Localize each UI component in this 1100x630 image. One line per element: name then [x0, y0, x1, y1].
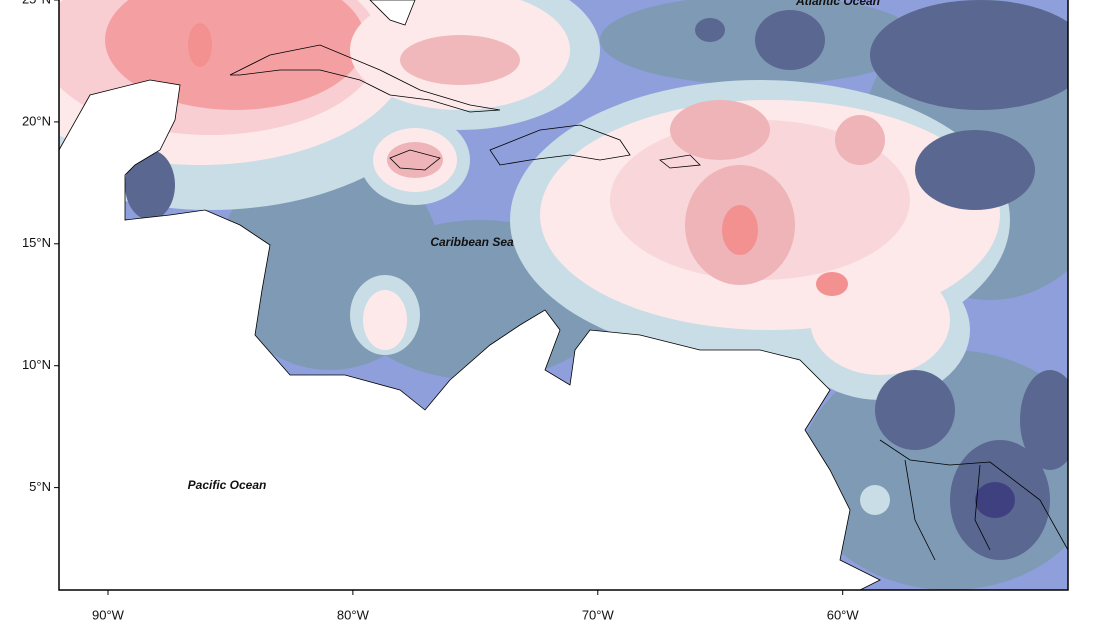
- y-tick-label: 10°N: [22, 357, 51, 372]
- map-frame: [58, 0, 1069, 591]
- y-tick-label: 15°N: [22, 235, 51, 250]
- x-tick-label: 60°W: [827, 607, 860, 622]
- y-tick-label: 20°N: [22, 113, 51, 128]
- y-tick-label: 5°N: [29, 479, 51, 494]
- place-label: Atlantic Ocean: [795, 0, 880, 8]
- y-tick-label: 25°N: [22, 0, 51, 6]
- x-tick-label: 90°W: [92, 607, 125, 622]
- place-label: Pacific Ocean: [188, 478, 267, 492]
- x-tick-label: 80°W: [337, 607, 370, 622]
- x-tick-label: 70°W: [582, 607, 615, 622]
- contour-field: [59, 0, 1068, 590]
- place-label: Caribbean Sea: [430, 235, 514, 249]
